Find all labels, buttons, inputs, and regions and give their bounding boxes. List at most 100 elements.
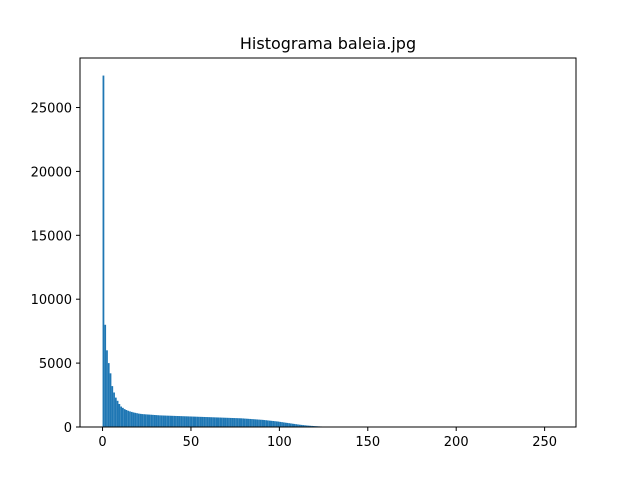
histogram-bar <box>125 410 128 427</box>
histogram-bar <box>281 422 283 427</box>
histogram-bar <box>238 418 241 427</box>
histogram-bar <box>229 417 232 427</box>
y-tick-label: 5000 <box>39 357 72 372</box>
histogram-bar <box>157 415 160 427</box>
histogram-bar <box>236 418 239 427</box>
y-tick-label: 0 <box>64 421 72 436</box>
y-axis-ticks: 0 5000 10000 15000 20000 25000 <box>31 102 80 436</box>
histogram-bar <box>263 420 266 427</box>
x-tick-label: 200 <box>444 435 469 450</box>
histogram-bar <box>102 75 105 427</box>
histogram-bar <box>224 417 227 427</box>
y-tick-label: 20000 <box>31 165 72 180</box>
histogram-bar <box>127 410 130 427</box>
histogram-bar <box>111 386 114 427</box>
histogram-bar <box>153 414 156 427</box>
histogram-bar <box>309 425 312 427</box>
histogram-bar <box>146 414 149 427</box>
histogram-bar <box>150 414 153 427</box>
histogram-bar <box>166 415 168 427</box>
histogram-bar <box>185 416 188 427</box>
histogram-bar <box>245 418 248 427</box>
histogram-bar <box>288 423 290 427</box>
histogram-bar <box>164 415 167 427</box>
histogram-bar <box>148 414 151 427</box>
histogram-bar <box>104 324 107 427</box>
histogram-bar <box>206 417 209 427</box>
histogram-bar <box>298 424 301 427</box>
histogram-bar <box>212 417 214 427</box>
histogram-bar <box>305 425 308 427</box>
histogram-bar <box>213 417 216 427</box>
histogram-bar <box>215 417 218 427</box>
histogram-bar <box>116 400 119 427</box>
histogram-bar <box>160 415 163 427</box>
histogram-bar <box>137 413 140 427</box>
histogram-bar <box>252 419 255 427</box>
x-tick-label: 0 <box>98 435 106 450</box>
histogram-bar <box>268 420 271 427</box>
histogram-bar <box>304 425 306 427</box>
histogram-bar <box>113 392 115 427</box>
histogram-bar <box>178 416 181 427</box>
histogram-bar <box>141 414 144 427</box>
histogram-bar <box>282 422 285 427</box>
histogram-bar <box>222 417 225 427</box>
histogram-bar <box>221 417 223 427</box>
histogram-bar <box>171 415 174 427</box>
histogram-bars <box>102 75 388 427</box>
histogram-bar <box>194 416 197 427</box>
histogram-bar <box>295 424 298 427</box>
histogram-bar <box>240 418 243 427</box>
histogram-bar <box>297 424 299 427</box>
histogram-bar <box>190 416 193 427</box>
histogram-bar <box>196 416 199 427</box>
histogram-bar <box>274 421 276 427</box>
histogram-bar <box>247 418 250 427</box>
histogram-bar <box>176 416 179 427</box>
histogram-bar <box>201 416 204 427</box>
histogram-bar <box>144 414 147 427</box>
histogram-bar <box>159 415 161 427</box>
histogram-bar <box>244 418 246 427</box>
histogram-bar <box>114 397 117 427</box>
histogram-bar <box>136 413 138 427</box>
histogram-bar <box>205 417 207 427</box>
histogram-bar <box>182 416 184 427</box>
histogram-bar <box>291 423 294 427</box>
histogram-bar <box>118 404 121 427</box>
histogram-bar <box>107 363 110 427</box>
histogram-bar <box>249 418 252 427</box>
x-tick-label: 250 <box>532 435 557 450</box>
histogram-bar <box>130 411 133 427</box>
histogram-bar <box>289 423 292 427</box>
histogram-bar <box>275 421 278 427</box>
histogram-bar <box>134 412 137 427</box>
y-tick-label: 10000 <box>31 293 72 308</box>
histogram-bar <box>208 417 211 427</box>
histogram-bar <box>265 420 267 427</box>
histogram-bar <box>162 415 165 427</box>
histogram-bar <box>258 419 260 427</box>
histogram-bar <box>173 415 176 427</box>
y-tick-label: 15000 <box>31 229 72 244</box>
histogram-bar <box>300 424 303 427</box>
histogram-bar <box>251 419 253 427</box>
histogram-bar <box>198 416 200 427</box>
y-tick-label: 25000 <box>31 102 72 117</box>
histogram-bar <box>307 425 310 427</box>
histogram-bar <box>139 413 142 427</box>
histogram-bar <box>259 419 262 427</box>
x-tick-label: 50 <box>183 435 200 450</box>
histogram-bar <box>187 416 190 427</box>
histogram-bar <box>123 409 126 427</box>
histogram-bar <box>132 412 135 427</box>
histogram-bar <box>189 416 191 427</box>
histogram-bar <box>226 417 229 427</box>
histogram-bar <box>152 414 154 427</box>
histogram-bar <box>254 419 257 427</box>
histogram-bar <box>242 418 245 427</box>
histogram-bar <box>155 415 158 427</box>
histogram-bar <box>183 416 186 427</box>
